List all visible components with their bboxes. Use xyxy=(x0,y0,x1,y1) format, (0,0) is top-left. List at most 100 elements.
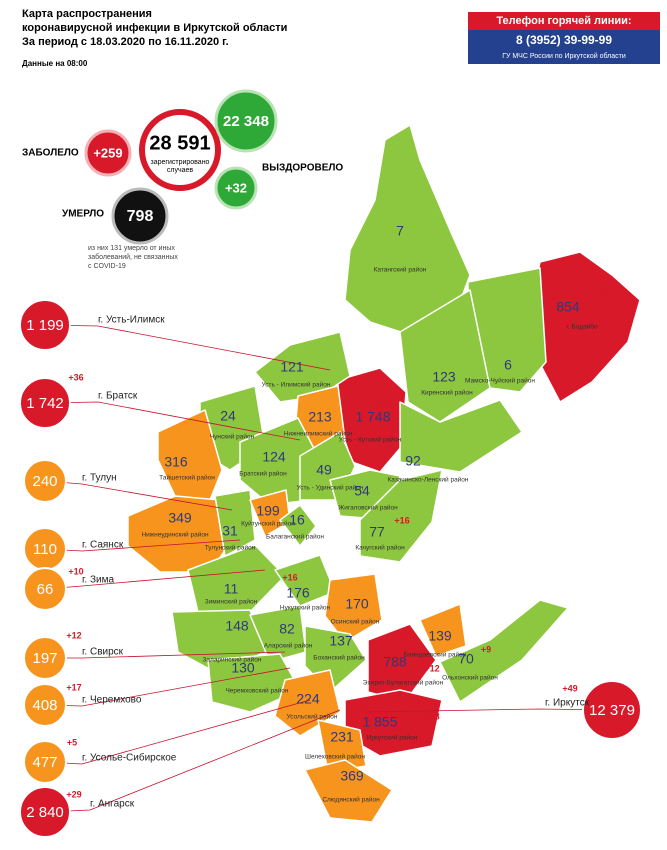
district-area xyxy=(439,599,569,703)
district-name: Аларский район xyxy=(264,642,313,650)
district-area xyxy=(207,653,301,713)
district-name: Боханский район xyxy=(313,654,365,662)
city-circle xyxy=(19,786,71,838)
district-count: 1 855 xyxy=(362,714,397,730)
district-name: Нижнеилимский район xyxy=(284,430,353,438)
city-circle xyxy=(19,377,71,429)
map-shapes xyxy=(127,124,641,823)
city-circle xyxy=(19,299,71,351)
district-name: Казачинско-Ленский район xyxy=(387,476,468,484)
district-count: 224 xyxy=(296,691,320,707)
district-count: 54 xyxy=(354,483,370,499)
district-area xyxy=(399,399,523,473)
district-area xyxy=(399,289,491,423)
district-area xyxy=(419,603,467,657)
district-name: Жигаловский район xyxy=(338,504,398,512)
district-area xyxy=(304,759,393,823)
district-name: Братский район xyxy=(239,470,287,478)
district-count: 369 xyxy=(340,768,364,784)
district-name: Усть - Удинский район xyxy=(297,484,364,492)
district-name: Осинский район xyxy=(331,618,380,626)
city-name: г. Усть-Илимск xyxy=(98,315,165,326)
district-count: 199 xyxy=(256,503,280,519)
city-name: г. Саянск xyxy=(82,540,124,551)
title: Карта распространения xyxy=(22,8,152,20)
city-name: г. Свирск xyxy=(82,647,124,658)
district-count: 31 xyxy=(222,523,238,539)
city-delta: +36 xyxy=(68,372,83,382)
city-delta: +12 xyxy=(66,630,81,640)
city-delta: +5 xyxy=(67,737,77,747)
city-delta: +10 xyxy=(68,566,83,576)
district-name: Черемховский район xyxy=(225,687,288,695)
hotline-title: Телефон горячей линии: xyxy=(496,15,631,27)
district-name: Заларинский район xyxy=(202,656,261,664)
district-count: 788 xyxy=(383,654,407,670)
district-area xyxy=(187,544,286,613)
district-name: Нукутский район xyxy=(280,604,331,612)
district-area xyxy=(214,489,256,557)
district-name: Усть - Кутский район xyxy=(339,436,402,444)
district-area xyxy=(254,331,351,403)
infected-circle xyxy=(84,129,132,177)
city-count: 110 xyxy=(33,541,57,558)
district-count: 123 xyxy=(432,369,456,385)
district-count: 148 xyxy=(225,618,249,634)
district-count: 121 xyxy=(280,359,304,375)
title: коронавирусной инфекции в Иркутской обла… xyxy=(22,22,287,34)
city-circle xyxy=(23,740,67,784)
city-name: г. Ангарск xyxy=(90,799,135,810)
district-delta: +10 xyxy=(375,397,390,407)
district-name: Киренский район xyxy=(421,389,473,397)
district-count: 139 xyxy=(428,628,452,644)
district-name: Зиминский район xyxy=(205,598,258,606)
district-delta: +15 xyxy=(589,284,604,294)
district-delta: +9 xyxy=(481,644,491,654)
died-circle xyxy=(111,187,169,245)
city-count: 240 xyxy=(32,473,57,490)
district-count: 77 xyxy=(369,524,385,540)
died-note: с COVID-19 xyxy=(88,263,126,270)
district-name: Мамско-Чуйский район xyxy=(465,377,535,385)
district-count: 170 xyxy=(345,596,369,612)
recovered: 22 348 xyxy=(223,113,269,130)
district-count: 11 xyxy=(224,581,239,597)
district-name: Баяндаевский район xyxy=(404,651,467,659)
hotline-org: ГУ МЧС России по Иркутской области xyxy=(502,52,626,60)
died-note: из них 131 умерло от иных xyxy=(88,245,175,252)
total: 28 591 xyxy=(149,132,210,154)
district-name: Усольский район xyxy=(287,713,338,721)
city-delta: +49 xyxy=(562,683,577,693)
recovered-delta: +32 xyxy=(225,180,247,195)
total-caption: случаев xyxy=(167,167,194,174)
district-name: Шелеховский район xyxy=(305,753,365,761)
district-delta: +12 xyxy=(424,663,439,673)
infected-delta: +259 xyxy=(93,145,122,160)
city-delta: +29 xyxy=(66,789,81,799)
district-count: 213 xyxy=(308,409,332,425)
district-delta: +5 xyxy=(397,631,407,641)
district-area xyxy=(367,623,437,703)
district-delta: +18 xyxy=(424,711,439,721)
district-name: Иркутский район xyxy=(367,734,418,742)
district-count: 130 xyxy=(231,660,255,676)
city-count: 408 xyxy=(32,697,57,714)
district-count: 854 xyxy=(556,299,580,315)
city-delta: +17 xyxy=(66,682,81,692)
district-count: 49 xyxy=(316,462,332,478)
district-count: 176 xyxy=(286,585,310,601)
district-name: Тулунский район xyxy=(205,544,256,552)
district-count: 316 xyxy=(164,454,188,470)
recovered-label: ВЫЗДОРОВЕЛО xyxy=(262,163,343,174)
city-count: 1 199 xyxy=(26,317,64,334)
district-name: Эхирит-Булагатский район xyxy=(363,679,444,687)
district-name: Тайшетский район xyxy=(159,474,215,482)
district-count: 137 xyxy=(329,633,353,649)
city-name: г. Братск xyxy=(98,391,138,402)
district-count: 92 xyxy=(405,453,421,469)
district-delta: +16 xyxy=(282,572,297,582)
district-name: Нижнеудинский район xyxy=(141,531,208,539)
died-note: заболеваний, не связанных xyxy=(88,253,178,261)
hotline-band xyxy=(468,12,660,30)
